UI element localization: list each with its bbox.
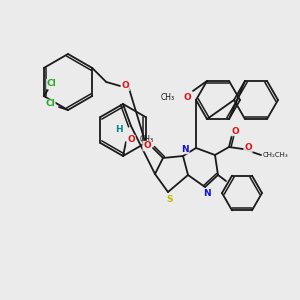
Text: Cl: Cl: [45, 100, 55, 109]
Text: N: N: [181, 145, 189, 154]
Text: O: O: [127, 136, 135, 145]
Text: CH₂CH₃: CH₂CH₃: [263, 152, 289, 158]
Text: O: O: [231, 127, 239, 136]
Text: O: O: [244, 143, 252, 152]
Text: O: O: [143, 142, 151, 151]
Text: Cl: Cl: [47, 80, 57, 88]
Text: S: S: [167, 194, 173, 203]
Text: N: N: [203, 190, 211, 199]
Text: O: O: [183, 93, 191, 102]
Text: CH₃: CH₃: [140, 136, 154, 145]
Text: H: H: [115, 125, 123, 134]
Text: O: O: [122, 82, 129, 91]
Text: CH₃: CH₃: [161, 93, 175, 102]
